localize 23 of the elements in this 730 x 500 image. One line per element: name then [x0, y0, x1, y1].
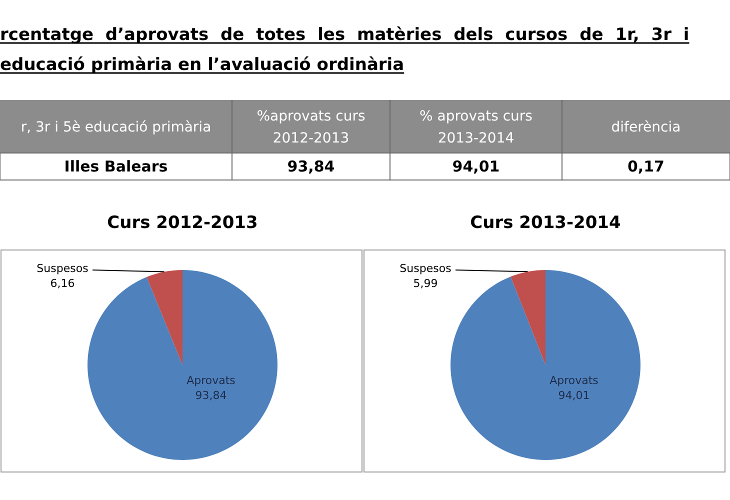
- pie-slice: [510, 270, 546, 365]
- chart-title: Curs 2012-2013: [107, 213, 258, 233]
- slice-label: Aprovats: [550, 374, 599, 387]
- data-label: 5,99: [413, 277, 438, 290]
- text: 93,84: [287, 158, 335, 176]
- text: diferència: [611, 120, 681, 136]
- text: Illes Balears: [64, 158, 168, 176]
- data-label: 94,01: [558, 389, 590, 402]
- pie-slice: [450, 270, 640, 460]
- slice-label: Suspesos: [36, 262, 89, 275]
- text: r, 3r i 5è educació primària: [20, 120, 212, 136]
- text: 0,17: [627, 158, 665, 176]
- slice-label: Aprovats: [186, 374, 236, 387]
- text: %aprovats curs 2012-2013: [256, 108, 366, 146]
- data-label: 93,84: [195, 389, 227, 402]
- data-label: 6,16: [50, 277, 75, 290]
- chart-title: Curs 2013-2014: [470, 213, 622, 233]
- slice-label: Suspesos: [400, 262, 452, 275]
- text: 94,01: [452, 158, 500, 176]
- pie-slice: [146, 270, 182, 365]
- text: % aprovats curs 2013-2014: [420, 108, 532, 146]
- text: rcentatge d’aprovats de totes les matèries dels cursos de 1r, 3r i educació primària en l’avaluació ordinària: [0, 25, 690, 75]
- pie-slice: [88, 270, 278, 460]
